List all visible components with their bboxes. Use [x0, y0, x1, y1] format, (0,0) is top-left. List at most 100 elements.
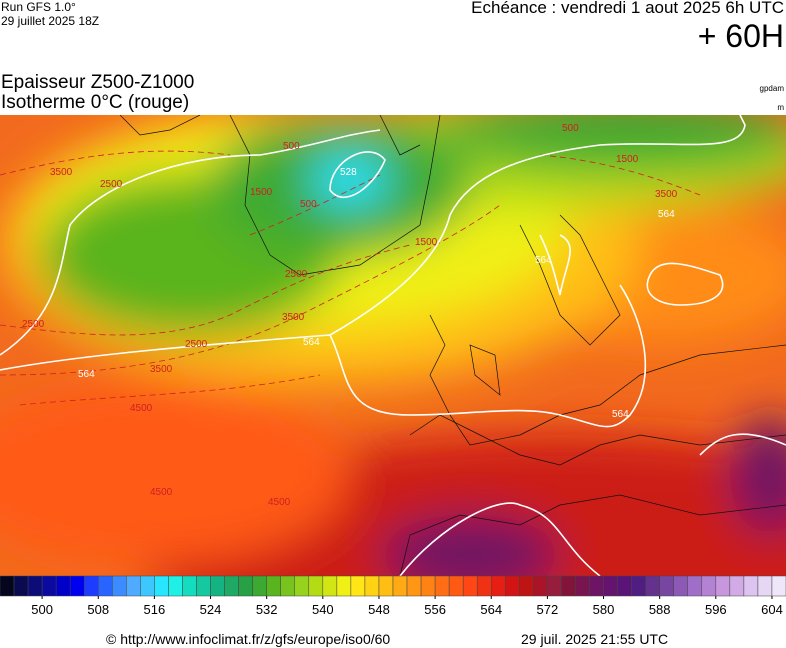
coastlines	[119, 115, 786, 576]
colorbar-tick-label: 548	[368, 602, 390, 617]
color-swatch	[154, 575, 169, 597]
color-swatch	[336, 575, 352, 597]
color-swatch	[392, 575, 408, 597]
color-swatch	[238, 575, 253, 597]
forecast-time: Echéance : vendredi 1 aout 2025 6h UTC	[471, 0, 784, 17]
colorbar-tick-label: 588	[649, 602, 671, 617]
color-swatch	[533, 575, 548, 597]
unit-thickness: gpdam	[759, 84, 784, 93]
colorbar-tick-label: 500	[31, 602, 53, 617]
title-line1: Epaisseur Z500-Z1000	[1, 72, 195, 93]
color-swatch	[687, 575, 703, 597]
contour-label: 4500	[568, 465, 591, 476]
source-url: © http://www.infoclimat.fr/z/gfs/europe/…	[106, 631, 391, 647]
colorbar-tick-label: 508	[87, 602, 109, 617]
color-swatch	[462, 575, 478, 597]
color-swatch	[252, 575, 267, 597]
color-swatch	[673, 575, 689, 597]
colorbar-tick-label: 564	[480, 602, 502, 617]
color-swatch	[420, 575, 436, 597]
contour-label: 1500	[250, 187, 273, 198]
color-swatch	[196, 575, 211, 597]
colorbar-tick-label: 556	[424, 602, 446, 617]
color-swatch	[140, 575, 155, 597]
contour-label: 2500	[100, 179, 123, 190]
color-swatch	[55, 575, 71, 597]
contour-label: 2500	[185, 339, 208, 350]
color-swatch	[83, 575, 99, 597]
color-swatch	[645, 575, 660, 597]
color-swatch	[603, 575, 618, 597]
color-swatch	[715, 575, 731, 597]
color-swatch	[13, 575, 29, 597]
color-swatch	[406, 575, 422, 597]
run-date: 29 juillet 2025 18Z	[1, 14, 100, 28]
contour-label: 3500	[282, 312, 305, 323]
color-swatch	[350, 575, 366, 597]
colorbar-tick-label: 596	[705, 602, 727, 617]
color-swatch	[659, 575, 674, 597]
color-swatch	[491, 575, 506, 597]
contour-label: 528	[340, 167, 357, 178]
contour-label: 500	[283, 141, 300, 152]
contour-label: 3500	[150, 364, 173, 375]
color-swatch	[69, 575, 85, 597]
contour-label: 2500	[22, 319, 45, 330]
color-swatch	[41, 575, 57, 597]
color-swatch	[434, 575, 450, 597]
color-swatch	[547, 575, 562, 597]
contour-label: 564	[535, 255, 552, 266]
color-swatch	[308, 575, 324, 597]
contour-label: 3500	[655, 189, 678, 200]
contour-label: 3500	[50, 167, 73, 178]
contour-label: 564	[658, 209, 675, 220]
contour-label: 4500	[130, 403, 153, 414]
contour-label: 1500	[616, 154, 639, 165]
color-swatch	[589, 575, 604, 597]
contour-label: 500	[562, 123, 579, 134]
colorbar-tick-label: 580	[593, 602, 615, 617]
color-swatch	[280, 575, 296, 597]
color-swatch	[448, 575, 464, 597]
title-line2: Isotherme 0°C (rouge)	[1, 92, 190, 113]
color-swatch	[112, 575, 127, 597]
colorbar-tick-label: 540	[312, 602, 334, 617]
contour-label: 500	[300, 199, 317, 210]
unit-height: m	[777, 103, 784, 112]
color-swatch	[701, 575, 717, 597]
generated-time: 29 juil. 2025 21:55 UTC	[521, 631, 669, 647]
color-swatch	[168, 575, 183, 597]
colorbar-tick-label: 516	[144, 602, 166, 617]
color-swatch	[617, 575, 632, 597]
contour-label: 1500	[415, 237, 438, 248]
contour-labels: 528 564 564 564 564 564 500 500 500 1500 1500 1500 2…	[22, 123, 678, 508]
color-swatch	[575, 575, 590, 597]
map: 528 564 564 564 564 564 500 500 500 1500 1500 1500 2…	[0, 115, 786, 576]
color-swatch	[266, 575, 281, 597]
colorbar-tick-label: 524	[200, 602, 222, 617]
color-swatch	[729, 575, 745, 597]
colorbar-tick-label: 532	[256, 602, 278, 617]
colorbar-tick-label: 604	[761, 602, 783, 617]
color-swatch	[210, 575, 225, 597]
color-swatch	[771, 575, 786, 597]
contour-label: 2500	[285, 269, 308, 280]
contour-label: 564	[612, 409, 629, 420]
thickness-contours	[0, 115, 786, 576]
contour-label: 4500	[150, 487, 173, 498]
thickness-field: 528 564 564 564 564 564 500 500 500 1500 1500 1500 2…	[0, 115, 786, 576]
color-swatch	[505, 575, 520, 597]
color-swatch	[0, 575, 15, 597]
color-swatch	[224, 575, 239, 597]
colorbar-tick-label: 572	[537, 602, 559, 617]
contour-label: 4500	[268, 497, 291, 508]
color-swatch	[27, 575, 43, 597]
contour-label: 564	[78, 369, 95, 380]
color-swatch	[98, 575, 113, 597]
color-swatch	[476, 575, 492, 597]
color-swatch	[631, 575, 646, 597]
contour-label: 564	[303, 337, 320, 348]
color-swatch	[519, 575, 534, 597]
color-swatch	[126, 575, 141, 597]
